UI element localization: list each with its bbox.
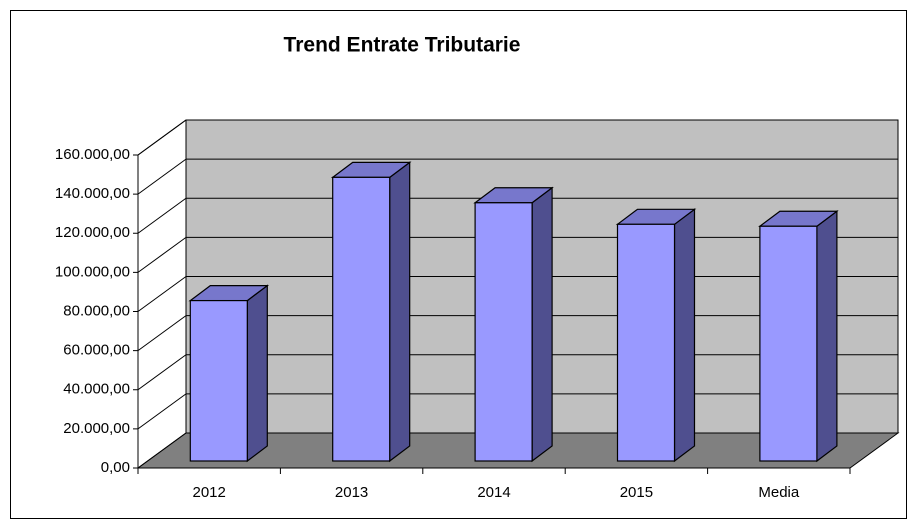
bar [189, 299, 248, 462]
y-tick-label: 80.000,00 [63, 302, 130, 319]
bar-side [389, 161, 411, 463]
grid-line [137, 119, 187, 156]
bar [332, 176, 391, 462]
bar-side [531, 186, 553, 463]
bar-side [673, 208, 696, 463]
bar [616, 223, 676, 462]
bar-side [816, 210, 838, 463]
y-tick-label: 160.000,00 [55, 146, 130, 163]
y-tick-label: 40.000,00 [63, 381, 130, 398]
bar-side [246, 284, 268, 463]
grid-line [137, 158, 187, 195]
x-tick-label: 2015 [620, 484, 653, 501]
grid-line [137, 354, 187, 391]
chart-title: Trend Entrate Tributarie [284, 34, 521, 57]
y-tick-label: 120.000,00 [55, 224, 130, 241]
y-tick-label: 20.000,00 [63, 420, 130, 437]
grid-line [137, 276, 187, 312]
y-tick-label: 140.000,00 [55, 185, 130, 202]
bar [474, 202, 533, 462]
grid-line [137, 236, 187, 273]
y-tick-label: 100.000,00 [55, 263, 130, 280]
y-tick-label: 0,00 [101, 459, 130, 476]
bar [759, 225, 818, 462]
grid-line [137, 432, 187, 469]
y-tick-label: 60.000,00 [63, 342, 130, 359]
x-tick-label: Media [758, 484, 800, 501]
x-tick-label: 2014 [477, 484, 510, 501]
grid-line [137, 197, 187, 234]
x-tick-label: 2013 [335, 484, 368, 501]
x-tick-label: 2012 [193, 484, 226, 501]
grid-line [137, 393, 187, 430]
grid-line [137, 315, 187, 352]
